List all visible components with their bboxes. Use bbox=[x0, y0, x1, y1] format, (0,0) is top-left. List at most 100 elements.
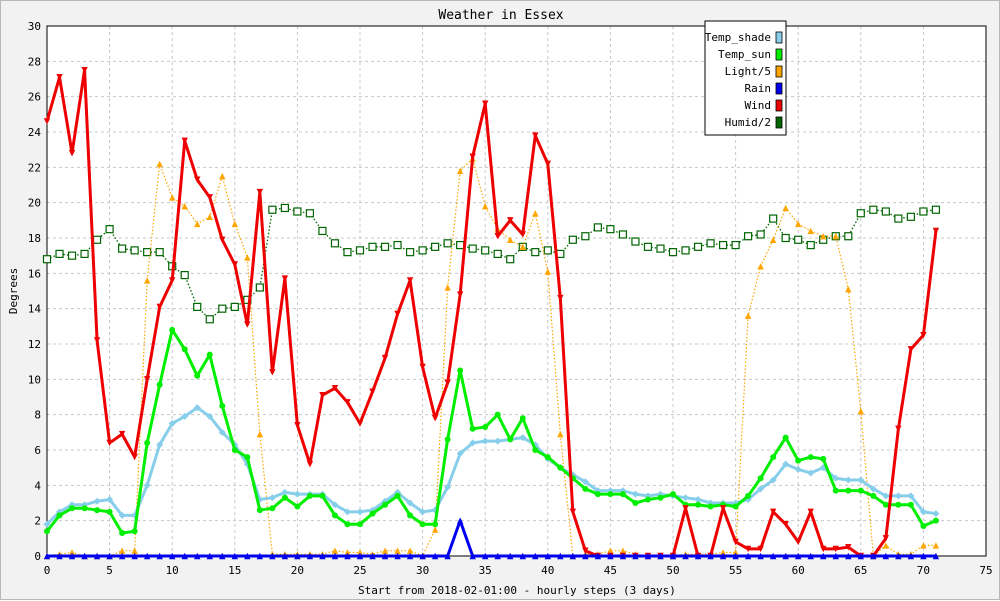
data-point bbox=[507, 552, 514, 560]
data-point bbox=[244, 254, 251, 261]
data-point bbox=[493, 249, 502, 258]
data-point bbox=[482, 552, 489, 560]
data-point bbox=[93, 497, 101, 505]
data-point bbox=[832, 233, 839, 240]
data-point bbox=[268, 494, 276, 502]
x-tick-label: 40 bbox=[541, 564, 554, 577]
data-point bbox=[494, 552, 501, 560]
data-point bbox=[795, 552, 802, 560]
data-point bbox=[757, 552, 764, 560]
data-point bbox=[294, 422, 301, 429]
data-point bbox=[718, 240, 728, 250]
data-point bbox=[369, 388, 376, 395]
data-point bbox=[582, 547, 589, 554]
data-point bbox=[394, 547, 401, 554]
plot-area bbox=[47, 26, 986, 556]
data-point bbox=[230, 302, 239, 311]
data-point bbox=[794, 465, 802, 473]
data-point bbox=[356, 552, 364, 560]
data-point bbox=[594, 491, 601, 498]
data-point bbox=[456, 517, 464, 524]
data-point bbox=[769, 214, 778, 223]
data-point bbox=[732, 538, 739, 546]
data-point bbox=[244, 552, 251, 560]
data-point bbox=[832, 545, 839, 553]
data-point bbox=[244, 321, 251, 328]
data-point bbox=[444, 483, 452, 491]
data-point bbox=[907, 346, 915, 353]
data-point bbox=[156, 160, 163, 167]
data-point bbox=[807, 552, 814, 560]
data-point bbox=[594, 552, 602, 560]
data-point bbox=[507, 217, 514, 224]
data-point bbox=[318, 226, 327, 236]
data-point bbox=[319, 492, 326, 499]
data-point bbox=[169, 552, 176, 560]
data-point bbox=[832, 487, 839, 494]
data-point bbox=[256, 430, 264, 438]
data-point bbox=[106, 439, 113, 447]
data-point bbox=[757, 485, 765, 493]
data-point bbox=[231, 552, 238, 560]
data-point bbox=[820, 552, 827, 560]
data-point bbox=[206, 194, 213, 201]
data-point bbox=[419, 363, 426, 371]
data-point bbox=[482, 203, 489, 210]
data-point bbox=[194, 372, 201, 379]
data-point bbox=[894, 214, 903, 223]
data-point bbox=[42, 255, 52, 264]
x-tick-label: 75 bbox=[979, 564, 992, 577]
data-point bbox=[431, 552, 439, 560]
data-point bbox=[118, 430, 126, 438]
legend-label: Rain bbox=[745, 82, 772, 95]
data-point bbox=[882, 535, 890, 542]
data-point bbox=[169, 194, 176, 201]
data-point bbox=[180, 271, 189, 280]
series-line bbox=[45, 328, 937, 535]
data-point bbox=[381, 547, 389, 554]
data-point bbox=[619, 547, 627, 554]
data-point bbox=[482, 424, 489, 431]
data-point bbox=[907, 501, 914, 508]
legend-swatch bbox=[775, 116, 783, 129]
legend-label: Light/5 bbox=[725, 65, 771, 78]
data-point bbox=[81, 66, 88, 74]
data-point bbox=[657, 552, 664, 560]
data-point bbox=[682, 552, 689, 560]
data-point bbox=[456, 291, 464, 298]
data-point bbox=[206, 351, 213, 358]
data-point bbox=[231, 220, 238, 228]
data-point bbox=[681, 246, 690, 255]
data-point bbox=[932, 552, 940, 560]
data-point bbox=[870, 552, 877, 560]
legend-swatch bbox=[775, 31, 783, 44]
data-point bbox=[293, 490, 301, 498]
data-point bbox=[206, 552, 213, 560]
y-tick-label: 14 bbox=[28, 303, 42, 316]
data-point bbox=[732, 503, 739, 510]
series-line bbox=[45, 68, 938, 558]
data-point bbox=[557, 294, 564, 302]
data-point bbox=[532, 132, 539, 139]
data-point bbox=[156, 381, 163, 388]
data-point bbox=[770, 454, 777, 461]
data-point bbox=[707, 552, 714, 560]
data-point bbox=[255, 283, 264, 292]
data-point bbox=[306, 552, 314, 560]
data-point bbox=[281, 275, 289, 282]
data-point bbox=[356, 508, 364, 516]
data-point bbox=[343, 248, 352, 257]
data-point bbox=[469, 425, 476, 432]
y-axis-title: Degrees bbox=[7, 268, 20, 314]
data-point bbox=[144, 439, 151, 446]
data-point bbox=[757, 545, 764, 553]
y-tick-label: 18 bbox=[28, 232, 41, 245]
data-point bbox=[118, 244, 127, 253]
legend: Temp_shade Temp_sun Light/5 Rain Wind Humid/2 bbox=[704, 20, 787, 136]
data-point bbox=[832, 552, 839, 560]
data-point bbox=[481, 437, 489, 445]
data-point bbox=[143, 376, 151, 383]
data-point bbox=[331, 552, 339, 560]
data-point bbox=[557, 464, 564, 471]
data-point bbox=[444, 379, 451, 387]
